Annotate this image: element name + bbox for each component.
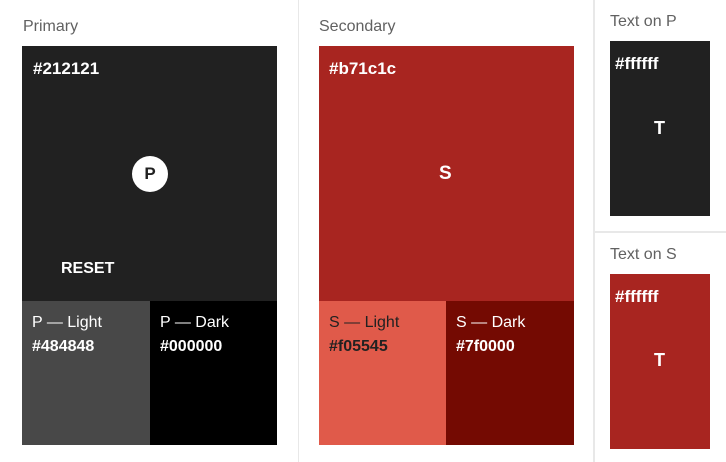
text-on-secondary-hex: #ffffff <box>615 287 659 306</box>
text-on-primary-hex: #ffffff <box>615 54 659 73</box>
primary-light-swatch: P — Light #484848 <box>22 301 150 445</box>
primary-light-label: P — Light <box>32 314 102 331</box>
text-on-secondary-letter: T <box>654 350 665 370</box>
reset-button[interactable]: RESET <box>61 260 115 277</box>
primary-hex: #212121 <box>33 59 100 78</box>
text-on-secondary-title: Text on S <box>610 246 677 263</box>
text-on-secondary-panel: Text on S #ffffff T <box>595 233 726 462</box>
secondary-center-letter: S <box>439 163 452 184</box>
secondary-dark-label: S — Dark <box>456 314 526 331</box>
text-on-secondary-swatch: #ffffff T <box>610 274 710 449</box>
primary-fab-button[interactable]: P <box>132 156 168 192</box>
secondary-dark-swatch: S — Dark #7f0000 <box>446 301 574 445</box>
secondary-hex: #b71c1c <box>329 59 397 78</box>
primary-dark-label: P — Dark <box>160 314 230 331</box>
primary-swatch: #212121 P RESET <box>22 46 277 301</box>
secondary-title: Secondary <box>319 18 396 35</box>
primary-panel: Primary #212121 P RESET P — Light #48484… <box>0 0 298 462</box>
secondary-light-swatch: S — Light #f05545 <box>319 301 446 445</box>
primary-dark-swatch: P — Dark #000000 <box>150 301 277 445</box>
text-on-primary-swatch: #ffffff T <box>610 41 710 216</box>
primary-light-hex: #484848 <box>32 338 95 355</box>
text-on-primary-letter: T <box>654 118 665 138</box>
secondary-dark-hex: #7f0000 <box>456 338 515 355</box>
text-on-primary-panel: Text on P #ffffff T <box>595 0 726 231</box>
primary-dark-hex: #000000 <box>160 338 223 355</box>
secondary-swatch: #b71c1c S <box>319 46 574 301</box>
primary-title: Primary <box>23 18 79 35</box>
secondary-light-label: S — Light <box>329 314 400 331</box>
secondary-panel: Secondary #b71c1c S S — Light #f05545 S … <box>299 0 593 462</box>
secondary-light-hex: #f05545 <box>329 338 388 355</box>
text-on-primary-title: Text on P <box>610 13 677 30</box>
